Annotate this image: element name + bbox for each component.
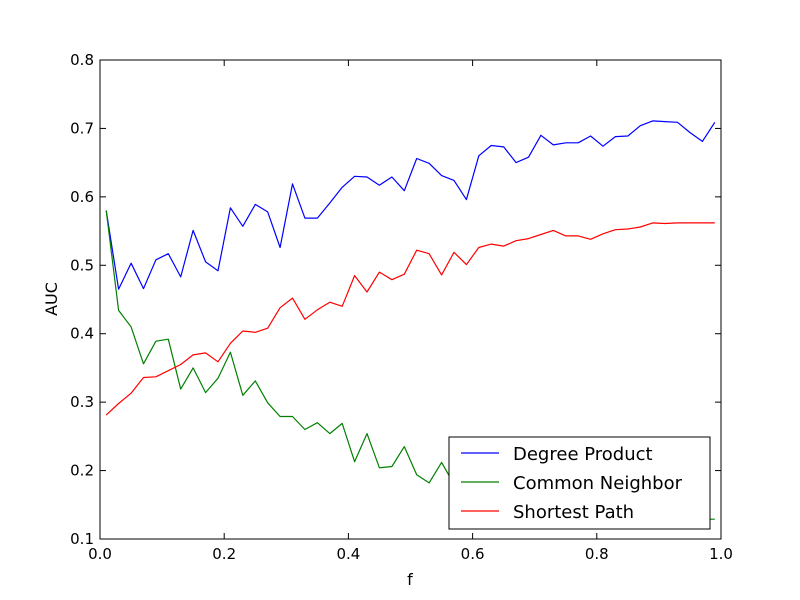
- x-tick-label-4: 0.8: [585, 545, 609, 563]
- y-tick-label-0: 0.1: [70, 530, 94, 548]
- x-tick-label-0: 0.0: [88, 545, 112, 563]
- y-tick-label-7: 0.8: [70, 51, 94, 69]
- y-tick-label-4: 0.5: [70, 256, 94, 274]
- legend-label-common-neighbor: Common Neighbor: [513, 473, 683, 494]
- legend-box: [448, 436, 711, 530]
- legend-label-shortest-path: Shortest Path: [513, 502, 634, 523]
- plot-frame: [99, 59, 722, 540]
- series-line-shortest-path: [105, 222, 715, 416]
- x-tick-label-5: 1.0: [709, 545, 733, 563]
- y-tick-label-2: 0.3: [70, 393, 94, 411]
- y-tick-label-6: 0.7: [70, 119, 94, 137]
- y-tick-label-3: 0.4: [70, 325, 94, 343]
- x-tick-label-1: 0.2: [212, 545, 236, 563]
- y-axis-label: AUC: [42, 282, 61, 316]
- x-tick-label-3: 0.6: [461, 545, 485, 563]
- y-tick-label-5: 0.6: [70, 188, 94, 206]
- x-tick-label-2: 0.4: [336, 545, 360, 563]
- legend-label-degree-product: Degree Product: [513, 444, 653, 465]
- x-axis-label: f: [407, 570, 413, 589]
- legend: Degree Product Common Neighbor Shortest …: [448, 436, 711, 530]
- tick-layer: 0.0 0.2 0.4 0.6 0.8 1.0 0.1 0.2 0.3 0.4 0.5 0.6 0.7 0…: [70, 51, 733, 563]
- y-tick-label-1: 0.2: [70, 462, 94, 480]
- series-line-degree-product: [105, 120, 716, 290]
